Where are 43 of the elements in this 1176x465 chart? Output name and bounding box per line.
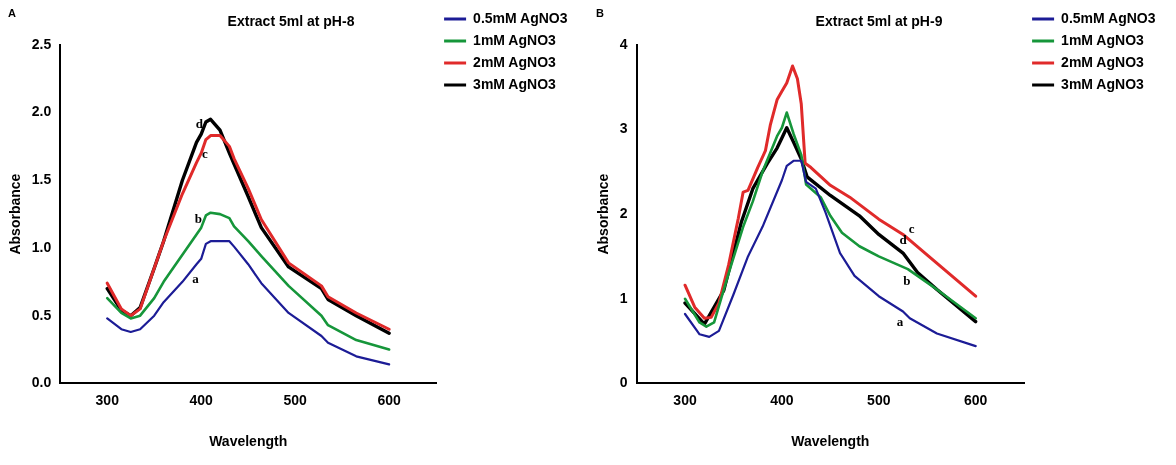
y-axis-title: Absorbance <box>7 173 24 255</box>
x-tick-label: 500 <box>867 391 891 408</box>
y-tick-label: 2.5 <box>31 35 52 52</box>
y-tick-label: 1.5 <box>31 171 52 188</box>
x-tick-label: 400 <box>770 391 794 408</box>
chart-title: Extract 5ml at pH-8 <box>227 13 355 30</box>
legend-label: 0.5mM AgNO3 <box>473 9 568 26</box>
y-tick-label: 4 <box>619 35 628 52</box>
y-tick-label: 2.0 <box>31 103 52 120</box>
x-axis-title: Wavelength <box>209 433 288 450</box>
chart-title: Extract 5ml at pH-9 <box>815 13 943 30</box>
y-tick-label: 1 <box>619 289 628 306</box>
y-tick-label: 0.5 <box>31 306 52 323</box>
x-tick-label: 600 <box>963 391 988 408</box>
y-tick-label: 0.0 <box>31 374 52 391</box>
legend-label: 3mM AgNO3 <box>1061 75 1145 92</box>
x-axis-title: Wavelength <box>791 433 870 450</box>
text: B <box>596 6 604 19</box>
legend-label: 2mM AgNO3 <box>473 53 557 70</box>
annotation: b <box>903 272 911 288</box>
annotation: d <box>899 231 908 247</box>
y-tick-label: 0 <box>619 374 628 391</box>
text: A <box>8 6 16 19</box>
y-axis-title: Absorbance <box>595 173 612 255</box>
x-tick-label: 300 <box>673 391 697 408</box>
annotation: b <box>194 210 202 226</box>
legend-label: 3mM AgNO3 <box>473 75 557 92</box>
y-tick-label: 3 <box>619 120 628 137</box>
x-tick-label: 300 <box>95 391 120 408</box>
x-tick-label: 600 <box>377 391 401 408</box>
legend-label: 1mM AgNO3 <box>1061 31 1145 48</box>
y-tick-label: 1.0 <box>31 238 52 255</box>
legend-label: 0.5mM AgNO3 <box>1061 9 1156 26</box>
annotation: d <box>195 115 204 131</box>
annotation: a <box>896 313 904 329</box>
x-tick-label: 400 <box>189 391 214 408</box>
y-tick-label: 2 <box>619 204 628 221</box>
annotation: c <box>908 220 915 236</box>
annotation: a <box>192 270 200 286</box>
legend-label: 2mM AgNO3 <box>1061 53 1145 70</box>
legend-label: 1mM AgNO3 <box>473 31 557 48</box>
annotation: c <box>202 146 209 162</box>
x-tick-label: 500 <box>283 391 308 408</box>
